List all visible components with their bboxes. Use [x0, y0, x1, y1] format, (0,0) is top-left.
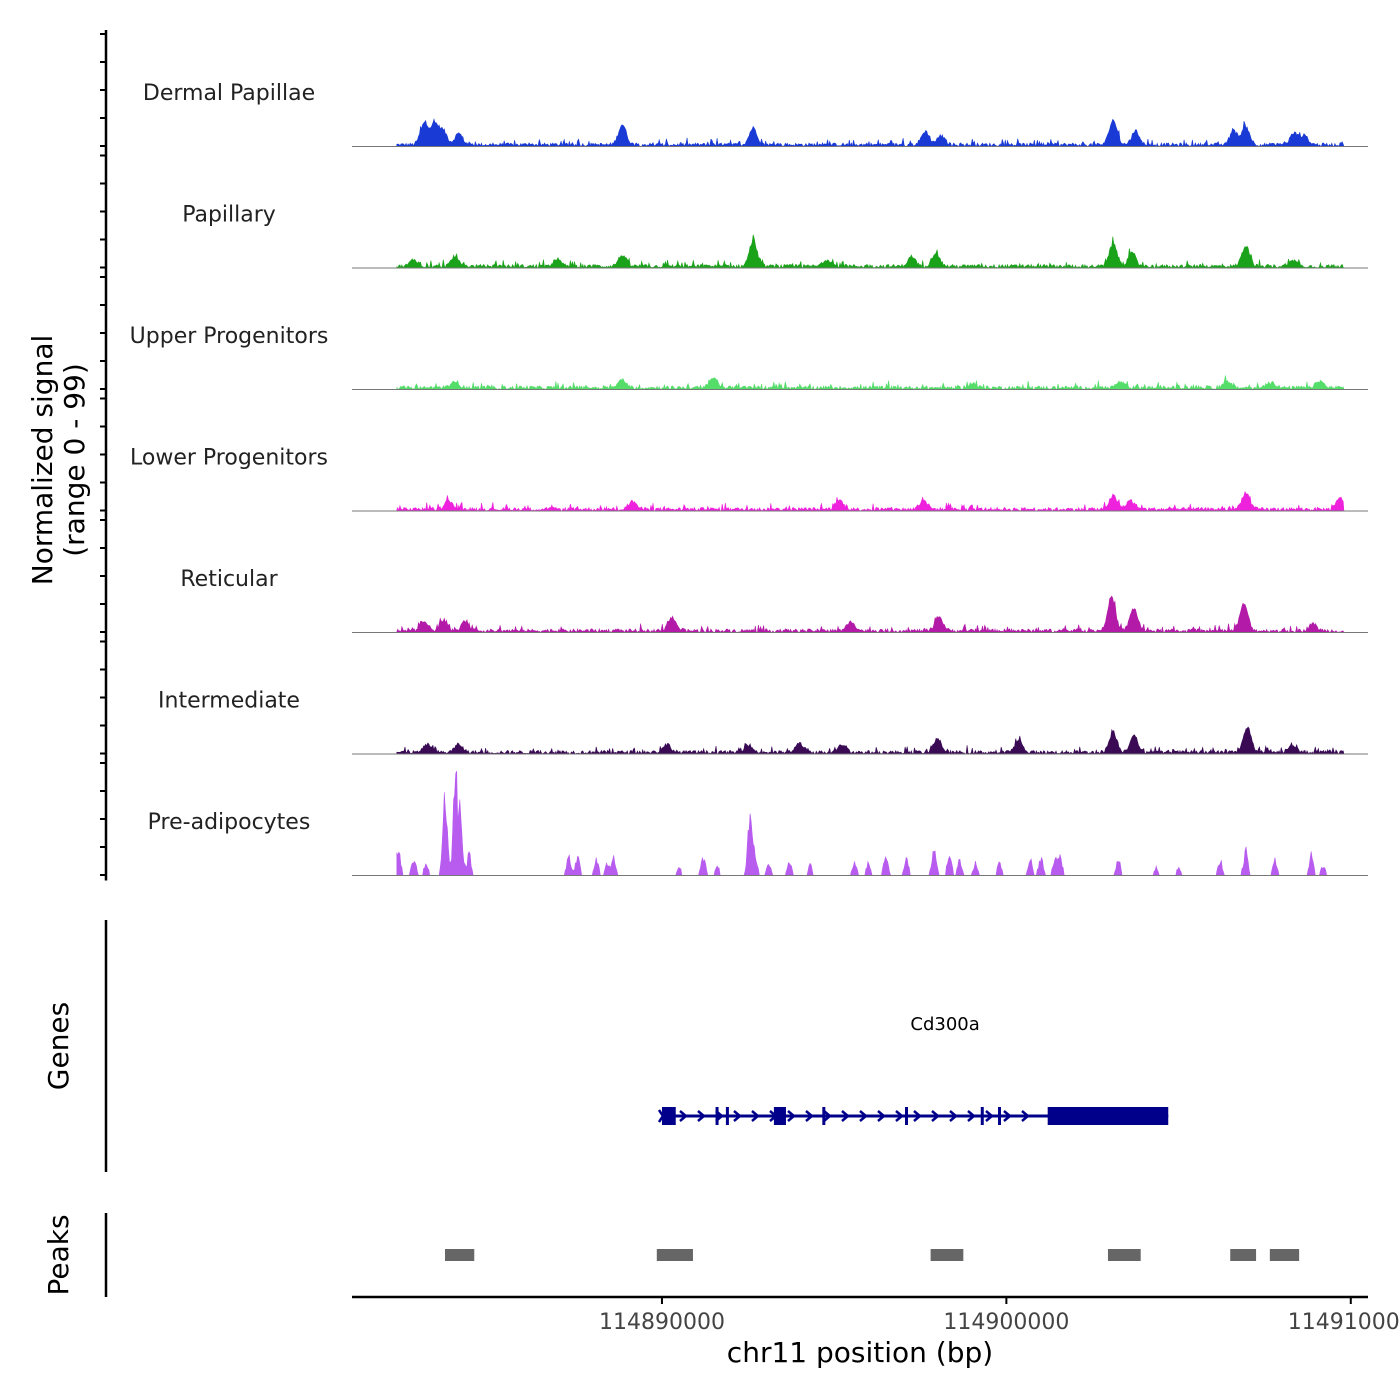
track-label: Intermediate — [158, 689, 300, 714]
y-axis-title: Normalized signal — [26, 335, 59, 586]
strand-arrow — [733, 1110, 742, 1122]
track-intermediate: Intermediate — [100, 640, 1368, 755]
exon-block — [773, 1107, 786, 1125]
exon-block — [1047, 1107, 1169, 1125]
track-label: Reticular — [180, 567, 278, 592]
peak-region — [656, 1249, 693, 1261]
x-tick-label: 114910000 — [1288, 1310, 1400, 1335]
track-label: Lower Progenitors — [130, 446, 328, 471]
strand-arrow — [949, 1110, 958, 1122]
coverage-area — [396, 234, 1345, 270]
strand-arrow — [1003, 1110, 1012, 1122]
peak-region — [444, 1249, 475, 1261]
peaks-panel-label: Peaks — [42, 1214, 75, 1295]
strand-arrow — [985, 1110, 994, 1122]
strand-arrow — [823, 1110, 832, 1122]
strand-arrow — [697, 1110, 706, 1122]
track-label: Upper Progenitors — [130, 324, 329, 349]
coverage-area — [396, 595, 1345, 634]
x-tick-label: 114900000 — [943, 1310, 1069, 1335]
track-label: Pre-adipocytes — [148, 810, 311, 835]
gene-label: Cd300a — [910, 1014, 979, 1035]
x-axis-title: chr11 position (bp) — [727, 1336, 993, 1369]
peak-region — [1269, 1249, 1300, 1261]
x-axis: 114890000 114900000 114910000 — [352, 1295, 1400, 1335]
strand-arrow — [1021, 1110, 1030, 1122]
strand-arrow — [805, 1110, 814, 1122]
coverage-area — [396, 375, 1345, 391]
coverage-area — [396, 770, 1344, 876]
track-reticular: Reticular — [100, 519, 1368, 634]
track-label: Papillary — [182, 203, 276, 228]
track-lower-progenitors: Lower Progenitors — [100, 397, 1368, 513]
coverage-area — [396, 726, 1345, 755]
peaks-panel — [104, 1213, 1300, 1297]
peak-region — [930, 1249, 964, 1261]
y-axis-subtitle: (range 0 - 99) — [58, 363, 91, 557]
strand-arrow — [967, 1110, 976, 1122]
peak-region — [1107, 1249, 1141, 1261]
coverage-panel: Dermal Papillae Papillary Upper Progenitor… — [100, 30, 1368, 881]
genes-panel-label: Genes — [42, 1002, 75, 1090]
strand-arrow — [931, 1110, 940, 1122]
x-tick-label: 114890000 — [599, 1310, 725, 1335]
peak-region — [1230, 1249, 1257, 1261]
strand-arrow — [841, 1110, 850, 1122]
strand-arrow — [913, 1110, 922, 1122]
strand-arrow — [859, 1110, 868, 1122]
strand-arrow — [787, 1110, 796, 1122]
gene-cd300a: Cd300a — [657, 1014, 1169, 1125]
strand-arrow — [679, 1110, 688, 1122]
strand-arrow — [751, 1110, 760, 1122]
coverage-area — [396, 118, 1345, 148]
genes-panel: Cd300a — [104, 920, 1169, 1172]
track-upper-progenitors: Upper Progenitors — [100, 276, 1368, 391]
track-pre-adipocytes: Pre-adipocytes — [100, 762, 1368, 876]
strand-arrow — [877, 1110, 886, 1122]
strand-arrow — [895, 1110, 904, 1122]
track-papillary: Papillary — [100, 154, 1368, 270]
coverage-area — [396, 490, 1345, 513]
track-dermal-papillae: Dermal Papillae — [100, 33, 1368, 148]
gene-start-mark — [657, 1109, 669, 1123]
track-label: Dermal Papillae — [143, 81, 315, 106]
